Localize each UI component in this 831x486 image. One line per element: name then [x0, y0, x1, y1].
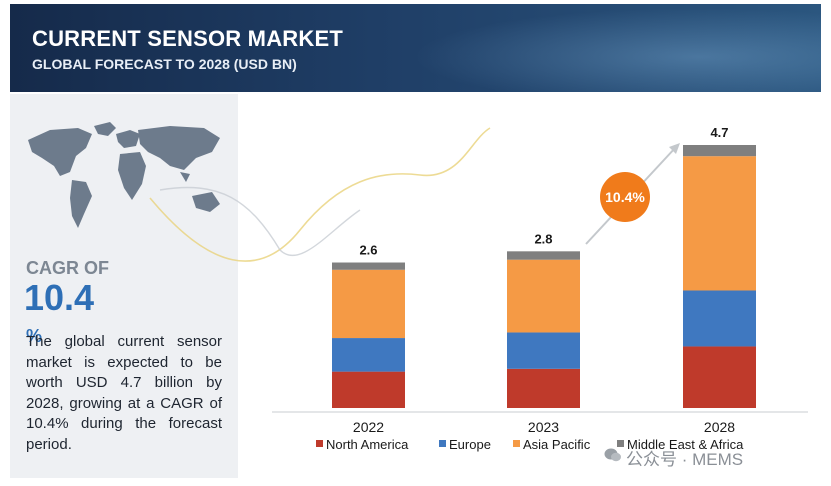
- legend-label-north-america: North America: [326, 437, 409, 452]
- cagr-value: 10.4: [24, 277, 95, 318]
- bar-2023-middle-east-africa: [507, 251, 580, 260]
- x-tick-label-2023: 2023: [528, 419, 559, 435]
- bar-2023-north-america: [507, 368, 580, 408]
- cagr-bubble-label: 10.4%: [605, 189, 645, 205]
- legend-swatch-europe: [439, 440, 446, 447]
- bar-2028-middle-east-africa: [683, 145, 756, 157]
- cagr-bubble: [600, 172, 650, 222]
- x-tick-label-2022: 2022: [353, 419, 384, 435]
- legend-swatch-middle-east-africa: [617, 440, 624, 447]
- bar-2028-north-america: [683, 346, 756, 408]
- total-label-2028: 4.7: [710, 125, 728, 140]
- legend-swatch-asia-pacific: [513, 440, 520, 447]
- cagr-label: CAGR OF: [26, 258, 109, 278]
- total-label-2022: 2.6: [359, 243, 377, 258]
- total-label-2023: 2.8: [534, 231, 552, 246]
- bar-2028-europe: [683, 290, 756, 347]
- legend-label-asia-pacific: Asia Pacific: [523, 437, 591, 452]
- x-tick-label-2028: 2028: [704, 419, 735, 435]
- growth-arrow-head: [669, 143, 680, 154]
- chart-legend: North America Europe Asia Pacific Middle Ea…: [316, 437, 744, 452]
- cagr-unit: %: [26, 326, 43, 346]
- bar-2022-middle-east-africa: [332, 262, 405, 270]
- legend-swatch-north-america: [316, 440, 323, 447]
- bar-2022-europe: [332, 338, 405, 372]
- header-banner: CURRENT SENSOR MARKET GLOBAL FORECAST TO…: [10, 4, 821, 92]
- chart-title: CURRENT SENSOR MARKET: [32, 26, 343, 51]
- bar-2022-north-america: [332, 371, 405, 408]
- bar-2028-asia-pacific: [683, 156, 756, 291]
- wechat-icon: [604, 448, 621, 462]
- watermark-text: 公众号 · MEMS: [626, 450, 744, 469]
- bar-2022-asia-pacific: [332, 269, 405, 339]
- market-description: The global current sensor market is expe…: [26, 333, 222, 453]
- bar-2023-europe: [507, 332, 580, 369]
- world-map-icon: [28, 122, 220, 228]
- decorative-swoosh-gray: [159, 186, 361, 257]
- bar-group: 2.6 2022 2.8 2023 4.7 2028: [332, 125, 756, 435]
- legend-label-middle-east-africa: Middle East & Africa: [627, 437, 744, 452]
- decorative-swoosh-yellow: [149, 127, 491, 262]
- bar-2023-asia-pacific: [507, 259, 580, 333]
- legend-label-europe: Europe: [449, 437, 491, 452]
- header-glow: [390, 4, 821, 92]
- chart-subtitle: GLOBAL FORECAST TO 2028 (USD BN): [32, 56, 297, 72]
